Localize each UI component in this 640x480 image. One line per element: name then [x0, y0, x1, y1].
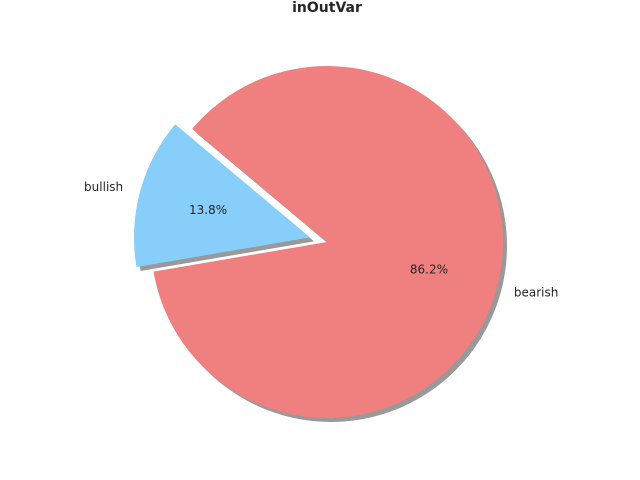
pie-slices	[134, 66, 503, 419]
pie-labels: bullish 13.8% bearish 86.2%	[84, 180, 558, 300]
pie-slice-bullish	[134, 124, 311, 267]
pie-slice-bearish	[153, 66, 503, 419]
chart-title: inOutVar	[292, 0, 362, 16]
slice-label-bearish: bearish	[514, 286, 558, 300]
slice-percent-bearish: 86.2%	[410, 263, 448, 277]
slice-label-bullish: bullish	[84, 180, 123, 194]
slice-percent-bullish: 13.8%	[189, 203, 227, 217]
